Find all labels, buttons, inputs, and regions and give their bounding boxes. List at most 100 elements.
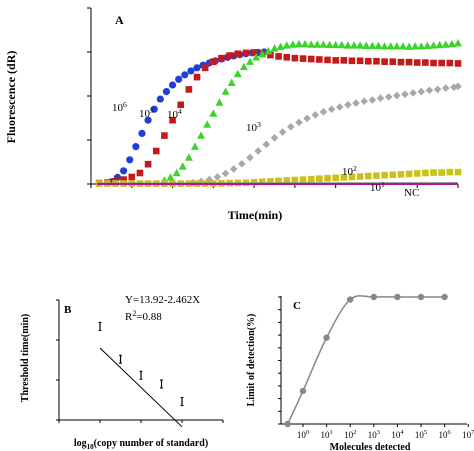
a-series-3-point (278, 128, 287, 136)
a-series-1-point (454, 60, 462, 67)
a-series-4-point (283, 177, 291, 184)
a-series-4-point (299, 176, 307, 183)
c-data-point (299, 387, 307, 395)
c-data-point (417, 293, 425, 301)
a-series-1-point (438, 59, 445, 67)
c-x-tick-label-6: 106 (439, 429, 451, 440)
c-x-tick-label-4-base: 10 (391, 430, 401, 440)
a-series-2-point (368, 41, 377, 50)
a-series-2-point (221, 87, 230, 95)
b-r-squared: R2=0.88 (125, 309, 162, 323)
a-series-label-4: 102 (342, 164, 357, 178)
a-series-label-1-exp: 5 (150, 106, 154, 115)
a-x-axis-title: Time(min) (228, 208, 282, 222)
a-series-label-2-exp: 4 (178, 107, 182, 116)
a-series-1-point (332, 57, 339, 64)
a-series-3-point (229, 165, 238, 173)
c-x-tick-label-7: 107 (462, 429, 474, 440)
a-series-2-point (294, 39, 303, 48)
a-series-4-point (267, 178, 274, 185)
a-series-0-point (175, 75, 183, 83)
a-series-1-point (152, 147, 160, 155)
a-series-3-point (319, 108, 328, 116)
a-series-2-point (331, 40, 340, 49)
a-series-1-point (422, 59, 429, 66)
a-series-label-5-base: 10 (370, 182, 382, 194)
a-series-2-point (343, 41, 352, 49)
a-series-2-point (423, 41, 432, 50)
a-series-1-point (275, 53, 282, 60)
a-series-4-point (348, 173, 356, 181)
a-series-4-point (405, 170, 413, 178)
a-series-3-point (270, 134, 279, 142)
b-xlabel-log: log (74, 438, 87, 449)
a-series-1-point (169, 116, 176, 124)
a-series-2-point (270, 44, 279, 52)
c-x-tick-label-7-base: 10 (462, 430, 472, 440)
c-data-point (347, 296, 354, 303)
a-series-label-0-base: 10 (112, 102, 124, 114)
c-x-tick-label-2-base: 10 (344, 430, 354, 440)
a-series-1-point (316, 56, 323, 63)
a-series-label-3-exp: 3 (257, 120, 261, 129)
a-series-3-point (433, 85, 442, 94)
a-series-0-point (181, 71, 189, 79)
c-x-tick-label-7-exp: 7 (471, 429, 474, 436)
a-series-label-2: 104 (167, 107, 182, 121)
c-x-tick-label-5-exp: 5 (424, 429, 427, 436)
a-series-4-point (291, 176, 299, 184)
a-series-1-point (144, 160, 152, 168)
a-series-1-point (340, 57, 348, 64)
c-x-tick-label-1: 101 (321, 429, 333, 440)
a-series-3-point (384, 93, 393, 101)
a-series-0-point (156, 95, 164, 103)
a-series-1-point (136, 169, 144, 177)
a-series-1-point (430, 59, 437, 67)
a-series-1-point (234, 50, 242, 58)
a-series-3-point (344, 101, 352, 109)
a-series-3-point (303, 114, 311, 123)
a-series-label-5-exp: 1 (381, 180, 385, 189)
c-x-tick-label-0-base: 10 (297, 430, 307, 440)
a-series-3-point (454, 82, 462, 91)
a-series-1-point (405, 58, 413, 66)
a-series-4-point (250, 178, 258, 186)
a-series-4-point (454, 168, 462, 176)
a-series-1-point (128, 173, 136, 181)
a-series-2-point (356, 41, 365, 49)
panel-b-chart: B Y=13.92-2.462X R2=0.88 log10(copy numb… (20, 294, 224, 451)
a-series-3-point (409, 89, 417, 97)
a-series-4-point (430, 169, 437, 176)
c-x-tick-label-4-exp: 4 (400, 429, 404, 436)
a-series-1-point (193, 73, 201, 81)
a-series-1-point (161, 132, 168, 139)
a-series-1-point (299, 55, 307, 62)
c-x-tick-label-6-exp: 6 (448, 429, 451, 436)
c-x-tick-label-3-exp: 3 (377, 429, 380, 436)
a-series-1-point (242, 49, 250, 57)
a-series-4-point (413, 170, 421, 177)
a-series-2-point (166, 173, 175, 181)
a-series-3-point (376, 94, 385, 102)
a-series-2-point (239, 62, 248, 71)
a-series-0-point (132, 143, 140, 151)
c-x-tick-label-1-base: 10 (321, 430, 331, 440)
a-series-2-point (227, 78, 236, 86)
a-series-1-point (364, 57, 372, 65)
b-r2-sup: 2 (132, 309, 136, 318)
a-series-label-3: 103 (246, 120, 261, 134)
a-series-4-point (364, 172, 372, 180)
b-xlabel-rest: (copy number of standard) (94, 438, 209, 449)
a-series-2-point (441, 40, 450, 48)
c-x-tick-label-0-exp: 0 (306, 429, 309, 436)
a-series-2-point (392, 42, 401, 50)
a-series-1-point (373, 57, 380, 65)
a-series-2-point (252, 53, 261, 61)
a-y-axis-title: Fluorescence (dR) (4, 51, 18, 144)
a-series-3-point (197, 177, 205, 186)
c-x-tick-label-1-exp: 1 (330, 429, 333, 436)
a-series-0-point (144, 116, 152, 124)
c-data-point (394, 293, 401, 301)
a-series-2-point (411, 42, 420, 50)
